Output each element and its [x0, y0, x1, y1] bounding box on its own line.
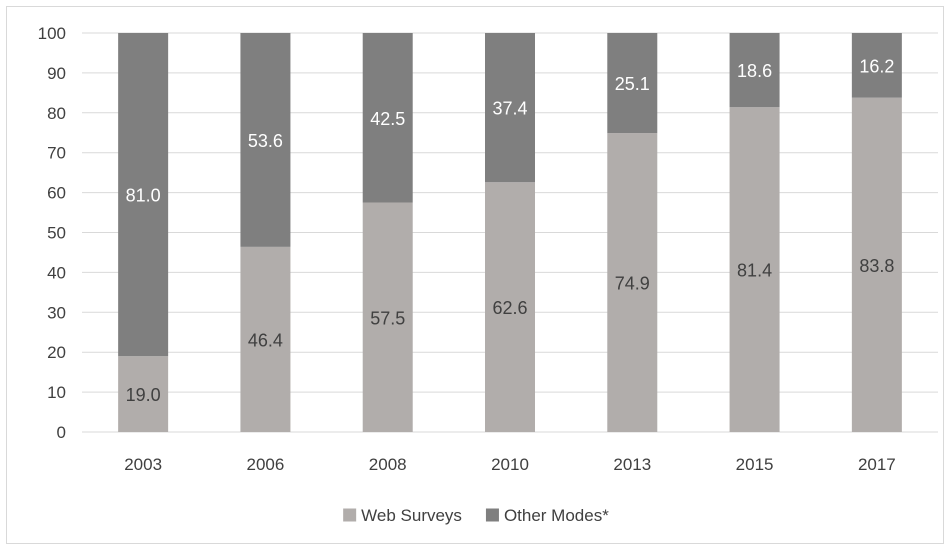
data-label: 74.9 — [615, 274, 650, 294]
bar-segment-web-surveys — [607, 133, 658, 433]
y-tick-label: 100 — [38, 24, 66, 43]
y-tick-label: 90 — [47, 64, 66, 83]
data-label: 53.6 — [248, 131, 283, 151]
y-tick-label: 50 — [47, 224, 66, 243]
bar-segment-other-modes — [729, 33, 780, 108]
bar-segment-web-surveys — [851, 97, 902, 432]
bar-segment-other-modes — [362, 33, 413, 203]
x-axis: 2003 2006 2008 2010 2013 2015 2017 — [124, 455, 896, 474]
data-label: 19.0 — [126, 385, 161, 405]
legend-label-web-surveys: Web Surveys — [361, 506, 462, 525]
legend: Web Surveys Other Modes* — [343, 506, 609, 525]
data-label: 81.4 — [737, 261, 772, 281]
bar-segment-web-surveys — [362, 202, 413, 432]
data-label: 46.4 — [248, 330, 283, 350]
bars: 19.0 81.0 46.4 53.6 57.5 42.5 62.6 37.4 74.9 25.1… — [118, 33, 902, 433]
bar-segment-other-modes — [607, 33, 658, 134]
data-label: 81.0 — [126, 186, 161, 206]
bar-segment-web-surveys — [485, 182, 535, 432]
bar-segment-other-modes — [851, 33, 902, 98]
x-tick-label: 2015 — [736, 455, 774, 474]
bar-segment-web-surveys — [729, 107, 780, 433]
bar-segment-web-surveys — [240, 246, 291, 432]
data-label: 16.2 — [859, 56, 894, 76]
bar-segment-web-surveys — [118, 356, 169, 432]
legend-swatch-web-surveys — [343, 508, 357, 522]
y-axis: 0 10 20 30 40 50 60 70 80 90 100 — [38, 24, 66, 442]
data-label: 37.4 — [492, 99, 527, 119]
y-tick-label: 70 — [47, 144, 66, 163]
x-tick-label: 2006 — [247, 455, 285, 474]
y-tick-label: 80 — [47, 104, 66, 123]
x-tick-label: 2013 — [613, 455, 651, 474]
y-tick-label: 20 — [47, 343, 66, 362]
x-tick-label: 2003 — [124, 455, 162, 474]
legend-label-other-modes: Other Modes* — [504, 506, 609, 525]
x-tick-label: 2010 — [491, 455, 529, 474]
bar-segment-other-modes — [240, 33, 291, 247]
x-tick-label: 2017 — [858, 455, 896, 474]
y-tick-label: 10 — [47, 383, 66, 402]
data-label: 18.6 — [737, 61, 772, 81]
bar-segment-other-modes — [485, 33, 535, 183]
legend-swatch-other-modes — [485, 508, 499, 522]
data-label: 62.6 — [492, 298, 527, 318]
data-label: 25.1 — [615, 74, 650, 94]
y-tick-label: 60 — [47, 184, 66, 203]
y-tick-label: 40 — [47, 263, 66, 282]
data-label: 83.8 — [859, 256, 894, 276]
x-tick-label: 2008 — [369, 455, 407, 474]
data-label: 57.5 — [370, 308, 405, 328]
bar-segment-other-modes — [118, 33, 169, 357]
data-label: 42.5 — [370, 109, 405, 129]
y-tick-label: 0 — [57, 423, 66, 442]
y-tick-label: 30 — [47, 303, 66, 322]
